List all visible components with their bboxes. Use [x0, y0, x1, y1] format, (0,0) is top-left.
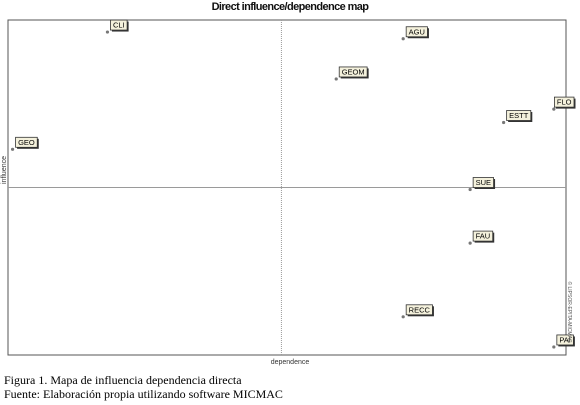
label-box [472, 177, 494, 188]
point-label: SUE [476, 178, 491, 187]
point-marker [468, 187, 472, 192]
point-label: FLO [557, 98, 572, 107]
point-label: GEO [18, 138, 35, 147]
data-point-sue: SUE [468, 177, 496, 192]
point-marker [468, 241, 472, 245]
label-box [472, 230, 494, 242]
point-marker [105, 30, 110, 34]
point-marker [502, 120, 506, 125]
label-box [15, 136, 38, 148]
data-point-geo: GEO [10, 136, 39, 151]
point-label: FAU [476, 232, 491, 241]
data-point-agu: AGU [401, 26, 429, 41]
data-point-recc: RECC [401, 304, 434, 319]
label-box [338, 66, 368, 78]
point-label: GEOM [342, 68, 365, 77]
x-axis-label: dependence [271, 359, 310, 366]
point-marker [401, 315, 405, 319]
data-point-fau: FAU [468, 230, 495, 245]
point-label: RECC [409, 305, 431, 314]
point-marker [401, 37, 405, 41]
y-axis-label: influence [1, 156, 8, 184]
label-box [506, 110, 532, 121]
point-label: ESTT [509, 111, 529, 120]
point-marker [552, 107, 556, 111]
data-point-flo: FLO [552, 96, 576, 111]
influence-dependence-plot: CLI AGU GEOM FLO ESTT GEO SUE FAU RECC PAI depend… [1, 19, 576, 366]
data-point-pai: PAI [552, 334, 575, 349]
data-point-cli: CLI [105, 19, 129, 34]
chart-title: Direct influence/dependence map [211, 1, 369, 13]
point-label: AGU [409, 27, 425, 36]
point-marker [10, 147, 15, 151]
point-label: PAI [559, 336, 571, 345]
caption-figure: Figura 1. Mapa de influencia dependencia… [4, 373, 242, 387]
data-point-geom: GEOM [334, 66, 369, 81]
caption-source: Fuente: Elaboración propia utilizando so… [4, 387, 283, 401]
label-box [554, 96, 575, 108]
label-box [405, 304, 433, 316]
data-point-estt: ESTT [502, 110, 533, 125]
point-label: CLI [113, 21, 125, 30]
watermark: © LIPSOR-EPITA-MICMAC [566, 281, 573, 342]
point-marker [552, 345, 556, 349]
figure-caption: Figura 1. Mapa de influencia dependencia… [4, 373, 283, 401]
label-box [556, 334, 574, 346]
label-box [110, 19, 128, 31]
label-box [405, 26, 428, 38]
point-marker [334, 77, 338, 81]
